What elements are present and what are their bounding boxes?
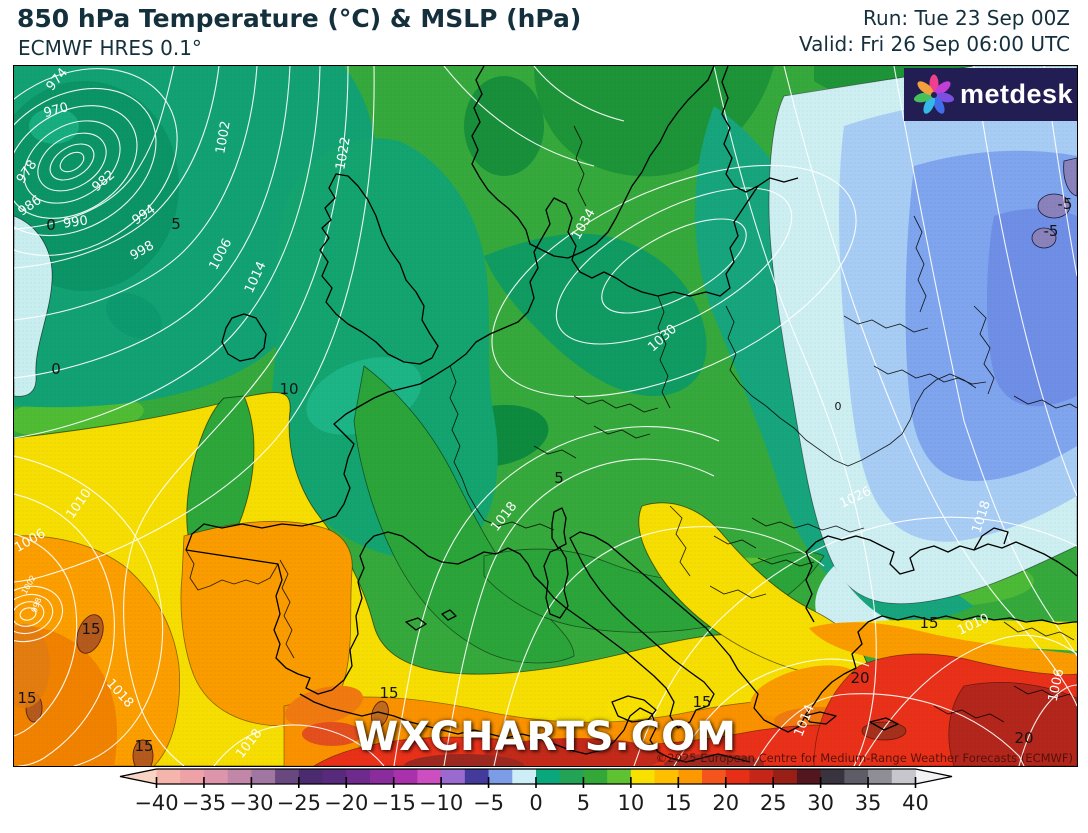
temp-label: 15 [379, 684, 398, 702]
temp-label: 20 [850, 669, 869, 687]
colorbar-segment [369, 769, 395, 784]
colorbar-segment [156, 769, 181, 784]
colorbar-tick-label: 40 [902, 791, 929, 815]
colorbar-segment [678, 769, 703, 784]
temp-label: 15 [81, 620, 100, 638]
isobar-label: 1002 [213, 120, 234, 155]
colorbar-tick-label: 0 [529, 791, 542, 815]
temp-contour-labels: 0 5 0 10 5 0 -5 -5 15 15 15 15 15 15 20 20 [17, 195, 1072, 755]
colorbar-tick-label: 30 [807, 791, 834, 815]
flower-petal [917, 80, 934, 95]
run-time: Run: Tue 23 Sep 00Z [863, 6, 1070, 30]
colorbar-tick-label: 25 [760, 791, 787, 815]
colorbar-segment [702, 769, 727, 784]
temp-label: 15 [919, 614, 938, 632]
temp-label: 15 [692, 693, 711, 711]
colorbar-segment [203, 769, 229, 784]
metdesk-logo-text: metdesk [960, 79, 1074, 109]
colorbar-segment [820, 769, 845, 784]
colorbar-segment [654, 769, 679, 784]
colorbar-tick-label: 5 [577, 791, 590, 815]
temp-label: -5 [1044, 222, 1059, 240]
colorbar-tick-label: −25 [277, 791, 321, 815]
colorbar-segment [512, 769, 537, 784]
temp-label: 5 [171, 215, 181, 233]
colorbar-left-arrow [120, 769, 157, 784]
temperature-colorbar: −40 −35 −30 −25 −20 −15 −10 −5 0 5 10 15 20 25 30 35 40 [114, 768, 955, 820]
colorbar-tick-label: 15 [665, 791, 692, 815]
page-title: 850 hPa Temperature (°C) & MSLP (hPa) [17, 4, 582, 33]
colorbar-segment [868, 769, 893, 784]
colorbar-segment [844, 769, 869, 784]
model-subtitle: ECMWF HRES 0.1° [18, 36, 202, 60]
colorbar-segment [464, 769, 490, 784]
colorbar-tick-label: −35 [182, 791, 226, 815]
isobar-label: 1022 [333, 136, 354, 171]
colorbar-segment [298, 769, 324, 784]
copyright-text: ©2025 European Centre for Medium-Range W… [655, 751, 1073, 765]
flower-petal [932, 95, 945, 114]
colorbar-tick-label: 10 [618, 791, 645, 815]
isobar-label: 1006 [1046, 668, 1068, 703]
colorbar-tick-label: 20 [712, 791, 739, 815]
isobar-label: 990 [62, 213, 89, 231]
colorbar-segment [275, 769, 300, 784]
colorbar-segment [441, 769, 466, 784]
colorbar-segment [322, 769, 347, 784]
colorbar-segment [725, 769, 750, 784]
flower-petal [923, 95, 936, 114]
colorbar-segment [251, 769, 276, 784]
colorbar-tick-label: −10 [419, 791, 463, 815]
temp-label: 10 [279, 380, 298, 398]
colorbar-tick-label: −30 [229, 791, 273, 815]
colorbar-segment [773, 769, 798, 784]
colorbar-segment [559, 769, 584, 784]
colorbar-segment [891, 769, 916, 784]
temp-label: 15 [17, 689, 36, 707]
temp-label: 0 [835, 400, 842, 413]
colorbar-segment [180, 769, 205, 784]
map-frame: 974 970 978 982 986 990 994 998 1002 1006 1014 1022… [13, 65, 1078, 767]
wxcharts-watermark: WXCHARTS.COM [354, 714, 737, 760]
metdesk-logo: metdesk [904, 68, 1077, 121]
colorbar-right-arrow [915, 769, 952, 784]
valid-time: Valid: Fri 26 Sep 06:00 UTC [799, 32, 1070, 56]
temp-label: 15 [134, 737, 153, 755]
colorbar-tick-label: −40 [134, 791, 178, 815]
temp-label: -5 [1058, 195, 1073, 213]
colorbar-tick-label: 35 [855, 791, 882, 815]
isobar-label: 970 [42, 100, 70, 121]
colorbar-svg: −40 −35 −30 −25 −20 −15 −10 −5 0 5 10 15 20 25 30 35 40 [119, 768, 953, 815]
colorbar-tick-label: −15 [372, 791, 416, 815]
flower-petal [913, 92, 933, 102]
colorbar-segment [488, 769, 513, 784]
colorbar-segment [749, 769, 774, 784]
temperature-fill-layer [14, 66, 1077, 766]
colorbar-segment [630, 769, 656, 784]
temp-label: 20 [1014, 729, 1033, 747]
colorbar-segment [346, 769, 371, 784]
metdesk-flower-icon [913, 74, 955, 114]
colorbar-segment [583, 769, 608, 784]
colorbar-segment [536, 769, 561, 784]
temp-label: 0 [46, 216, 56, 234]
temp-label: 5 [554, 469, 564, 487]
colorbar-segment [796, 769, 822, 784]
colorbar-tick-label: −20 [324, 791, 368, 815]
temp-label: 0 [51, 360, 61, 378]
colorbar-segment [607, 769, 632, 784]
colorbar-tick-label: −5 [473, 791, 504, 815]
coastlines [185, 66, 1077, 763]
flower-petal [934, 80, 951, 95]
colorbar-segment [393, 769, 418, 784]
colorbar-segment [417, 769, 442, 784]
colorbar-segment [227, 769, 252, 784]
country-borders [279, 125, 1077, 723]
